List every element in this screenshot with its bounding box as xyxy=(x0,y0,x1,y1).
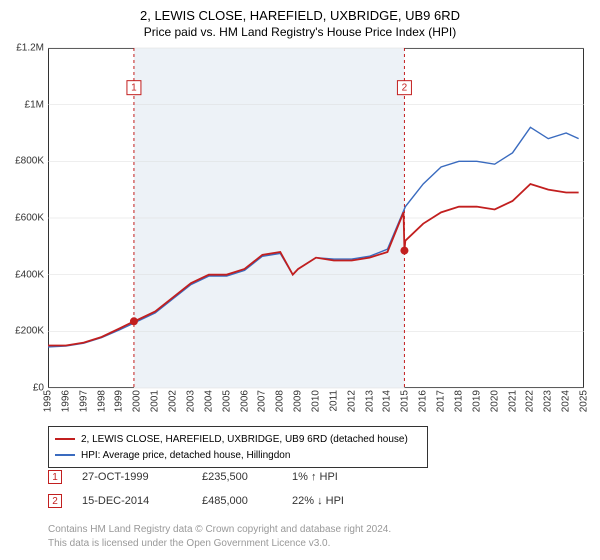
xtick-label: 2004 xyxy=(203,390,214,412)
xtick-label: 2021 xyxy=(507,390,518,412)
xtick-label: 2024 xyxy=(561,390,572,412)
legend-box: 2, LEWIS CLOSE, HAREFIELD, UXBRIDGE, UB9… xyxy=(48,426,428,468)
xtick-label: 2017 xyxy=(436,390,447,412)
ytick-label: £800K xyxy=(15,156,44,167)
sale-price-1: £235,500 xyxy=(202,471,272,483)
legend-label-hpi: HPI: Average price, detached house, Hill… xyxy=(81,450,290,461)
xtick-label: 2011 xyxy=(328,390,339,412)
xtick-label: 2019 xyxy=(471,390,482,412)
ytick-label: £1M xyxy=(25,99,44,110)
xtick-label: 1998 xyxy=(96,390,107,412)
chart-svg: 12 xyxy=(48,48,584,388)
xtick-label: 2006 xyxy=(239,390,250,412)
xtick-label: 2009 xyxy=(293,390,304,412)
sale-delta-1: 1% ↑ HPI xyxy=(292,471,392,483)
xtick-label: 2002 xyxy=(168,390,179,412)
legend-label-subject: 2, LEWIS CLOSE, HAREFIELD, UXBRIDGE, UB9… xyxy=(81,434,408,445)
xtick-label: 2005 xyxy=(221,390,232,412)
xtick-label: 2012 xyxy=(346,390,357,412)
chart-area: 12 £0£200K£400K£600K£800K£1M£1.2M1995199… xyxy=(48,48,584,388)
xtick-label: 2000 xyxy=(132,390,143,412)
xtick-label: 2015 xyxy=(400,390,411,412)
xtick-label: 2008 xyxy=(275,390,286,412)
footnote-2: This data is licensed under the Open Gov… xyxy=(48,538,330,549)
xtick-label: 2016 xyxy=(418,390,429,412)
xtick-label: 2010 xyxy=(311,390,322,412)
sale-delta-2: 22% ↓ HPI xyxy=(292,495,392,507)
sale-price-2: £485,000 xyxy=(202,495,272,507)
xtick-label: 1995 xyxy=(43,390,54,412)
xtick-label: 2007 xyxy=(257,390,268,412)
sale-row-1: 1 27-OCT-1999 £235,500 1% ↑ HPI xyxy=(48,470,568,484)
xtick-label: 2001 xyxy=(150,390,161,412)
sale-date-2: 15-DEC-2014 xyxy=(82,495,182,507)
title-line-2: Price paid vs. HM Land Registry's House … xyxy=(0,23,600,45)
sale-row-2: 2 15-DEC-2014 £485,000 22% ↓ HPI xyxy=(48,494,568,508)
legend-swatch-hpi xyxy=(55,454,75,456)
ytick-label: £400K xyxy=(15,269,44,280)
xtick-label: 2014 xyxy=(382,390,393,412)
sale-date-1: 27-OCT-1999 xyxy=(82,471,182,483)
ytick-label: £1.2M xyxy=(16,43,44,54)
legend-item-hpi: HPI: Average price, detached house, Hill… xyxy=(55,447,421,463)
chart-container: 2, LEWIS CLOSE, HAREFIELD, UXBRIDGE, UB9… xyxy=(0,0,600,560)
xtick-label: 2025 xyxy=(579,390,590,412)
xtick-label: 1999 xyxy=(114,390,125,412)
footnote-1: Contains HM Land Registry data © Crown c… xyxy=(48,524,391,535)
xtick-label: 2023 xyxy=(543,390,554,412)
xtick-label: 2003 xyxy=(185,390,196,412)
xtick-label: 2020 xyxy=(489,390,500,412)
ytick-label: £200K xyxy=(15,326,44,337)
xtick-label: 2022 xyxy=(525,390,536,412)
svg-text:1: 1 xyxy=(131,83,137,94)
xtick-label: 1997 xyxy=(78,390,89,412)
legend-swatch-subject xyxy=(55,438,75,440)
sale-marker-1: 1 xyxy=(48,470,62,484)
title-line-1: 2, LEWIS CLOSE, HAREFIELD, UXBRIDGE, UB9… xyxy=(0,0,600,23)
svg-text:2: 2 xyxy=(402,83,408,94)
xtick-label: 2013 xyxy=(364,390,375,412)
xtick-label: 1996 xyxy=(60,390,71,412)
ytick-label: £600K xyxy=(15,213,44,224)
sale-marker-2: 2 xyxy=(48,494,62,508)
legend-item-subject: 2, LEWIS CLOSE, HAREFIELD, UXBRIDGE, UB9… xyxy=(55,431,421,447)
xtick-label: 2018 xyxy=(453,390,464,412)
